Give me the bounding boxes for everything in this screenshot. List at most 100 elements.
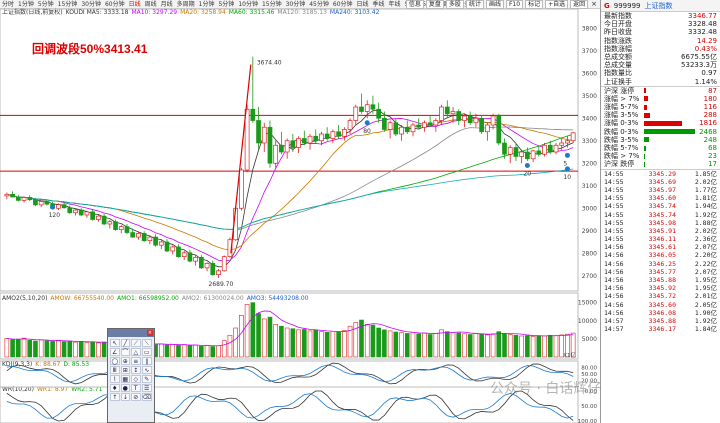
drawing-tool-button[interactable]: ≡ — [131, 357, 141, 365]
toolbar-button[interactable]: 多股 — [445, 0, 464, 9]
palette-titlebar[interactable]: × — [108, 329, 154, 337]
timeframe-tab[interactable]: 60分钟 — [104, 0, 125, 8]
timeframe-tab[interactable]: 1分钟 — [198, 0, 215, 8]
drawing-tool-button[interactable]: ⌇ — [110, 375, 120, 383]
timeframe-tab[interactable]: 多周期 — [434, 0, 456, 9]
drawing-tool-button[interactable]: ⟋ — [131, 339, 141, 347]
drawing-tool-button[interactable]: ◯ — [110, 357, 120, 365]
volume-bar — [73, 341, 78, 358]
candle-body — [164, 241, 170, 252]
price-panel-frame — [0, 9, 579, 292]
timeframe-tab[interactable]: 5分钟 — [37, 0, 54, 8]
candle-body — [536, 150, 542, 155]
timeframe-tab[interactable]: 30分钟 — [285, 0, 306, 8]
low-label: 2689.70 — [209, 281, 234, 288]
candle-body — [250, 108, 256, 121]
timeframe-tab[interactable]: 60分钟 — [332, 0, 353, 8]
timeframe-tab[interactable]: 日线 — [128, 0, 141, 8]
drawing-tool-button[interactable]: ⟍ — [141, 339, 152, 347]
drawing-tool-button[interactable]: ∥ — [141, 357, 152, 365]
drawing-tools-palette[interactable]: × ↖ ╱ ⟋ ⟍ ∠ ⌒ △ ▭ ◯ ⊕ ≡ ∥ Ⅲ ⊞ ↕ ∿ ⌇ ▦ ◇ ✎ ♦ ● T ☰ ↑ ↓ ⊘ ⌫ — [107, 328, 155, 423]
candle-body — [507, 147, 513, 155]
drawing-tool-button[interactable]: ∠ — [110, 348, 120, 356]
drawing-tool-button[interactable]: ⊞ — [120, 366, 130, 374]
drawing-tool-button[interactable]: ↓ — [120, 393, 130, 401]
timeframe-tab[interactable]: 季线 — [372, 0, 385, 8]
timeframe-tab[interactable]: 更多 — [458, 0, 471, 8]
legend-item: D: 85.53 — [63, 361, 90, 368]
timeframe-tab[interactable]: 5分钟 — [218, 0, 235, 8]
quote-value: 3328.48 — [688, 20, 717, 29]
timeframe-tab[interactable]: 45分钟 — [309, 0, 329, 8]
signal-label: 80 — [363, 128, 371, 135]
timeframe-tab[interactable]: 日线 — [356, 0, 369, 8]
quote-label: 指数量比 — [604, 69, 632, 78]
volume-bar — [513, 334, 519, 358]
timeframe-tab[interactable]: 月线 — [160, 0, 173, 8]
drawing-tool-button[interactable]: ☰ — [141, 384, 152, 392]
drawing-tool-button[interactable]: △ — [131, 348, 141, 356]
drawing-tool-button[interactable]: ╱ — [120, 339, 130, 347]
drawing-tool-button[interactable]: T — [131, 384, 141, 392]
drawing-tool-button[interactable]: Ⅲ — [110, 366, 120, 374]
drawing-tool-button[interactable]: ▭ — [141, 348, 152, 356]
timeframe-tab[interactable]: 周线 — [144, 0, 157, 8]
tick-row: 14:55 3345.60 1.81亿 — [601, 194, 720, 202]
quote-value: 1.14% — [694, 77, 717, 86]
timeframe-tab[interactable]: 30分钟 — [81, 0, 101, 8]
toolbar-button[interactable]: 复盘 — [425, 0, 444, 9]
candle-body — [542, 144, 547, 155]
kline-chart[interactable]: 3800 3700 3600 3500 3400 3300 3200 3100 3000 2900… — [0, 9, 600, 423]
toolbar-button[interactable]: F10 — [505, 0, 524, 9]
timeframe-tab[interactable]: 15分钟 — [57, 0, 78, 8]
drawing-tool-button[interactable]: ↕ — [131, 366, 141, 374]
drawing-tool-button[interactable]: ⊘ — [131, 393, 141, 401]
toolbar-button[interactable]: 标记 — [525, 0, 544, 9]
volume-bar — [324, 332, 330, 358]
drawing-tool-button[interactable]: ● — [120, 384, 130, 392]
volume-axis-label: 5000 — [582, 336, 597, 343]
timeframe-tab[interactable]: 15分钟 — [261, 0, 282, 8]
drawing-tool-button[interactable]: ⌫ — [141, 393, 152, 401]
volume-bar — [61, 341, 67, 358]
close-icon[interactable]: × — [591, 0, 597, 8]
wr-axis-label: 100.00 — [578, 419, 598, 423]
toolbar-button[interactable]: 画线 — [485, 0, 504, 9]
legend-item: WR(10,20) — [2, 386, 34, 393]
toolbar-button[interactable]: +自选 — [545, 0, 569, 9]
candle-body — [547, 144, 553, 153]
drawing-tool-button[interactable]: ♦ — [110, 384, 120, 392]
drawing-tool-button[interactable]: ↑ — [110, 393, 120, 401]
volume-bar — [450, 332, 456, 358]
timeframe-tab[interactable]: 15秒 — [416, 0, 434, 9]
toolbar-button[interactable]: 统计 — [465, 0, 484, 9]
quote-value: 3346.77 — [688, 12, 717, 20]
drawing-tool-button[interactable]: ◇ — [131, 375, 141, 383]
breadth-count: 180 — [703, 94, 717, 103]
tick-amount: 2.02亿 — [694, 226, 717, 235]
candle-body — [473, 117, 479, 124]
candle-body — [336, 131, 341, 137]
toolbar-button[interactable]: 返回 — [570, 0, 589, 9]
candle-body — [359, 106, 364, 112]
drawing-tool-button[interactable]: ✎ — [141, 375, 152, 383]
drawing-tool-button[interactable]: ⊕ — [120, 357, 130, 365]
drawing-tool-button[interactable]: ⌒ — [120, 348, 130, 356]
drawing-tool-button[interactable]: ∿ — [141, 366, 152, 374]
timeframe-tab[interactable]: 1分钟 — [18, 0, 34, 8]
timeframe-tab[interactable]: 年线 — [388, 0, 401, 8]
signal-marker — [524, 163, 530, 168]
palette-close-icon[interactable]: × — [147, 330, 153, 336]
tick-time: 14:56 — [604, 259, 624, 268]
legend-item: WR2: 5.71 — [71, 386, 103, 393]
signal-marker — [564, 166, 570, 172]
signal-marker — [364, 120, 370, 126]
timeframe-tab[interactable]: 分时 — [2, 0, 15, 8]
timeframe-tab[interactable]: 10分钟 — [238, 0, 258, 8]
drawing-tool-button[interactable]: ▦ — [120, 375, 130, 383]
drawing-tool-button[interactable]: ↖ — [110, 339, 120, 347]
timeframe-tab[interactable]: 多周期 — [176, 0, 195, 8]
toolbar-button[interactable]: 信息 — [405, 0, 424, 9]
candle-body — [113, 221, 118, 230]
tick-price: 3346.08 — [648, 308, 676, 317]
